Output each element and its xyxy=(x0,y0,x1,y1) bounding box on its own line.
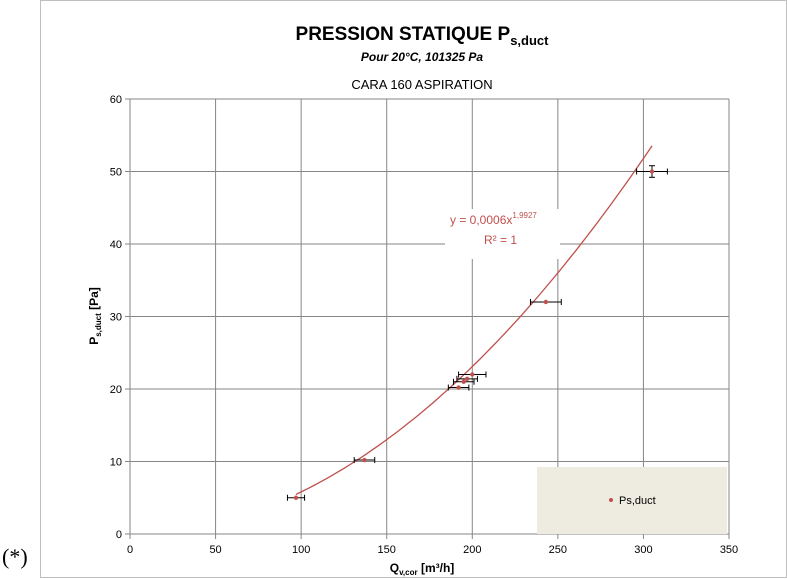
y-tick-label: 20 xyxy=(110,384,122,396)
data-point xyxy=(529,299,562,305)
x-axis-title: Qv,cor [m³/h] xyxy=(390,561,455,577)
trendline-r-squared: R² = 1 xyxy=(484,233,517,247)
data-point-marker xyxy=(293,495,299,500)
x-tick-label: 250 xyxy=(549,544,567,556)
x-axis-ticks: 0 50 100 150 200 250 300 350 xyxy=(127,534,738,556)
y-axis-ticks: 0 10 20 30 40 50 60 xyxy=(110,94,130,541)
x-tick-label: 100 xyxy=(292,544,310,556)
x-tick-label: 350 xyxy=(720,544,738,556)
legend-box xyxy=(537,467,727,534)
x-tick-label: 0 xyxy=(127,544,133,556)
trendline-curve xyxy=(295,145,653,495)
legend-label: Ps,duct xyxy=(619,495,656,507)
chart-subtitle: Pour 20°C, 101325 Pa xyxy=(361,50,484,64)
data-point xyxy=(353,457,376,464)
data-point-marker xyxy=(456,385,461,390)
data-points xyxy=(286,165,668,501)
x-tick-label: 300 xyxy=(634,544,652,556)
data-point xyxy=(458,371,487,378)
trendline xyxy=(295,145,653,495)
footnote-marker: (*) xyxy=(2,544,28,569)
x-tick-label: 200 xyxy=(463,544,481,556)
y-tick-label: 0 xyxy=(116,529,122,541)
data-point-marker xyxy=(362,457,367,463)
data-point-marker xyxy=(649,169,655,174)
y-tick-label: 50 xyxy=(110,167,122,179)
data-point-marker xyxy=(470,372,475,377)
x-tick-label: 50 xyxy=(209,544,221,556)
y-tick-label: 30 xyxy=(110,312,122,324)
data-point xyxy=(636,165,668,178)
data-point xyxy=(456,375,478,382)
legend-marker xyxy=(609,498,613,502)
x-tick-label: 150 xyxy=(378,544,396,556)
data-point xyxy=(286,494,306,501)
data-point-marker xyxy=(461,379,466,384)
data-point-marker xyxy=(464,376,470,382)
trendline-label-bg xyxy=(445,209,560,259)
y-tick-label: 40 xyxy=(110,239,122,251)
y-tick-label: 60 xyxy=(110,94,122,106)
y-axis-title: Ps,duct [Pa] xyxy=(87,287,103,345)
data-point xyxy=(447,384,470,391)
y-tick-label: 10 xyxy=(110,457,122,469)
chart-caption: CARA 160 ASPIRATION xyxy=(351,77,492,92)
trendline-equation: y = 0,0006x1,9927 xyxy=(450,211,537,227)
data-point-marker xyxy=(543,299,549,305)
chart-title: PRESSION STATIQUE Ps,duct xyxy=(296,24,550,48)
